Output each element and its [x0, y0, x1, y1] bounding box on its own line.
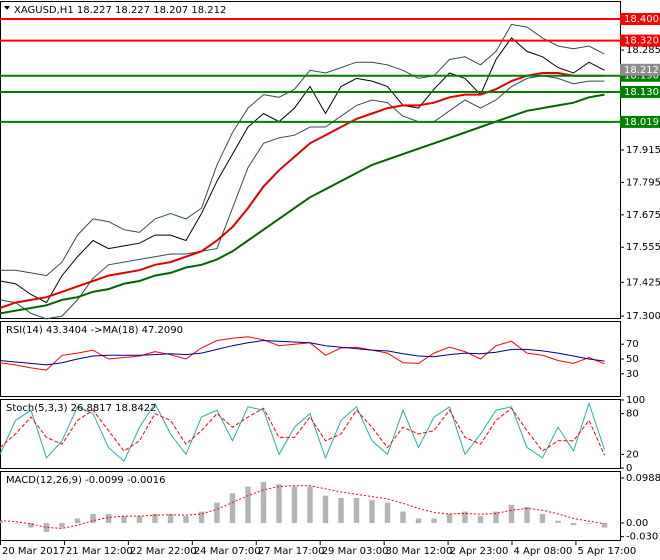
histogram-bar	[555, 520, 561, 523]
histogram-bar	[307, 486, 313, 523]
y-tick-label: 30	[626, 369, 639, 380]
x-tick-label: 30 Mar 12:00	[386, 546, 453, 557]
price-box	[620, 63, 660, 76]
y-tick-label: -0.0301	[626, 532, 660, 543]
level-label: 18.320	[624, 36, 659, 47]
panel-title: MACD(12,26,9) -0.0099 -0.0016	[6, 475, 166, 486]
x-tick-label: 20 Mar 2017	[2, 546, 65, 557]
y-tick-label: 0	[626, 463, 632, 474]
y-tick-label: 80	[626, 409, 639, 420]
histogram-bar	[59, 522, 65, 528]
x-tick-label: 22 Mar 22:00	[130, 546, 197, 557]
x-tick-label: 27 Mar 17:00	[258, 546, 325, 557]
histogram-bar	[214, 502, 220, 523]
histogram-bar	[477, 516, 484, 523]
histogram-bar	[260, 482, 267, 523]
y-tick-label: 17.300	[626, 311, 660, 322]
histogram-bar	[431, 518, 437, 523]
level-label: 18.130	[624, 87, 659, 98]
histogram-bar	[493, 511, 499, 523]
series-line	[0, 75, 605, 320]
histogram-bar	[276, 484, 282, 523]
level-box	[620, 34, 660, 47]
histogram-bar	[369, 500, 375, 523]
histogram-bar	[462, 511, 468, 523]
histogram-bar	[586, 522, 592, 524]
y-tick-label: 20	[626, 449, 639, 460]
series-line	[0, 72, 605, 309]
y-tick-label: 0.0988	[626, 473, 660, 484]
level-label: 18.190	[624, 71, 659, 82]
histogram-bar	[400, 511, 406, 523]
histogram-bar	[415, 518, 422, 523]
y-tick-label: 17.425	[626, 277, 660, 288]
x-tick-label: 29 Mar 03:00	[322, 546, 389, 557]
y-tick-label: 18.285	[626, 45, 660, 56]
x-tick-label: 4 Apr 08:00	[514, 546, 573, 557]
histogram-bar	[524, 507, 530, 523]
y-tick-label: 17.915	[626, 145, 660, 156]
histogram-bar	[353, 497, 360, 523]
histogram-bar	[322, 495, 329, 523]
level-label: 18.400	[624, 14, 659, 25]
panel-frame	[0, 1, 621, 319]
histogram-bar	[183, 516, 189, 523]
histogram-bar	[43, 522, 50, 533]
x-tick-label: 24 Mar 07:00	[194, 546, 261, 557]
series-line	[0, 336, 605, 371]
y-tick-label: 50	[626, 354, 639, 365]
panel-title: Stoch(5,3,3) 26.8817 18.8422	[6, 403, 157, 414]
y-tick-label: 17.675	[626, 210, 660, 221]
series-line	[0, 339, 605, 366]
price-label: 18.212	[624, 65, 659, 76]
histogram-bar	[245, 486, 251, 523]
histogram-bar	[0, 520, 3, 523]
histogram-bar	[74, 518, 81, 523]
series-line	[0, 37, 605, 304]
panel-frame	[0, 471, 621, 541]
histogram-bar	[167, 513, 174, 523]
histogram-bar	[384, 502, 391, 523]
x-tick-label: 2 Apr 23:00	[450, 546, 509, 557]
panel-frame	[0, 399, 621, 469]
x-tick-label: 21 Mar 12:00	[66, 546, 133, 557]
histogram-bar	[12, 522, 19, 524]
histogram-bar	[539, 513, 546, 523]
series-line	[0, 23, 605, 277]
histogram-bar	[136, 516, 143, 523]
histogram-bar	[105, 513, 112, 523]
series-line	[0, 93, 605, 315]
y-tick-label: 17.795	[626, 177, 660, 188]
x-tick-label: 5 Apr 17:00	[577, 546, 636, 557]
histogram-bar	[28, 522, 34, 528]
y-tick-label: 17.555	[626, 242, 660, 253]
histogram-bar	[229, 493, 236, 523]
level-box	[620, 85, 660, 98]
histogram-bar	[338, 497, 344, 523]
series-line	[0, 407, 605, 456]
y-tick-label: 100	[626, 395, 645, 406]
y-tick-label: 70	[626, 339, 639, 350]
panel-title: XAGUSD,H1 18.227 18.227 18.207 18.212	[14, 5, 226, 16]
histogram-bar	[198, 511, 205, 523]
histogram-bar	[291, 486, 298, 523]
level-box	[620, 115, 660, 128]
y-tick-label: 0.00	[626, 518, 648, 529]
histogram-bar	[152, 513, 158, 523]
histogram-bar	[121, 516, 127, 523]
level-label: 18.019	[624, 117, 659, 128]
histogram-bar	[570, 522, 577, 526]
menu-arrow	[4, 6, 10, 10]
panel-title: RSI(14) 43.3404 ->MA(18) 47.2090	[6, 325, 183, 336]
histogram-bar	[90, 513, 96, 523]
histogram-bar	[601, 522, 608, 528]
histogram-bar	[446, 513, 453, 523]
histogram-bar	[508, 504, 515, 523]
level-box	[620, 13, 660, 26]
series-line	[0, 401, 605, 463]
series-line	[0, 485, 605, 529]
